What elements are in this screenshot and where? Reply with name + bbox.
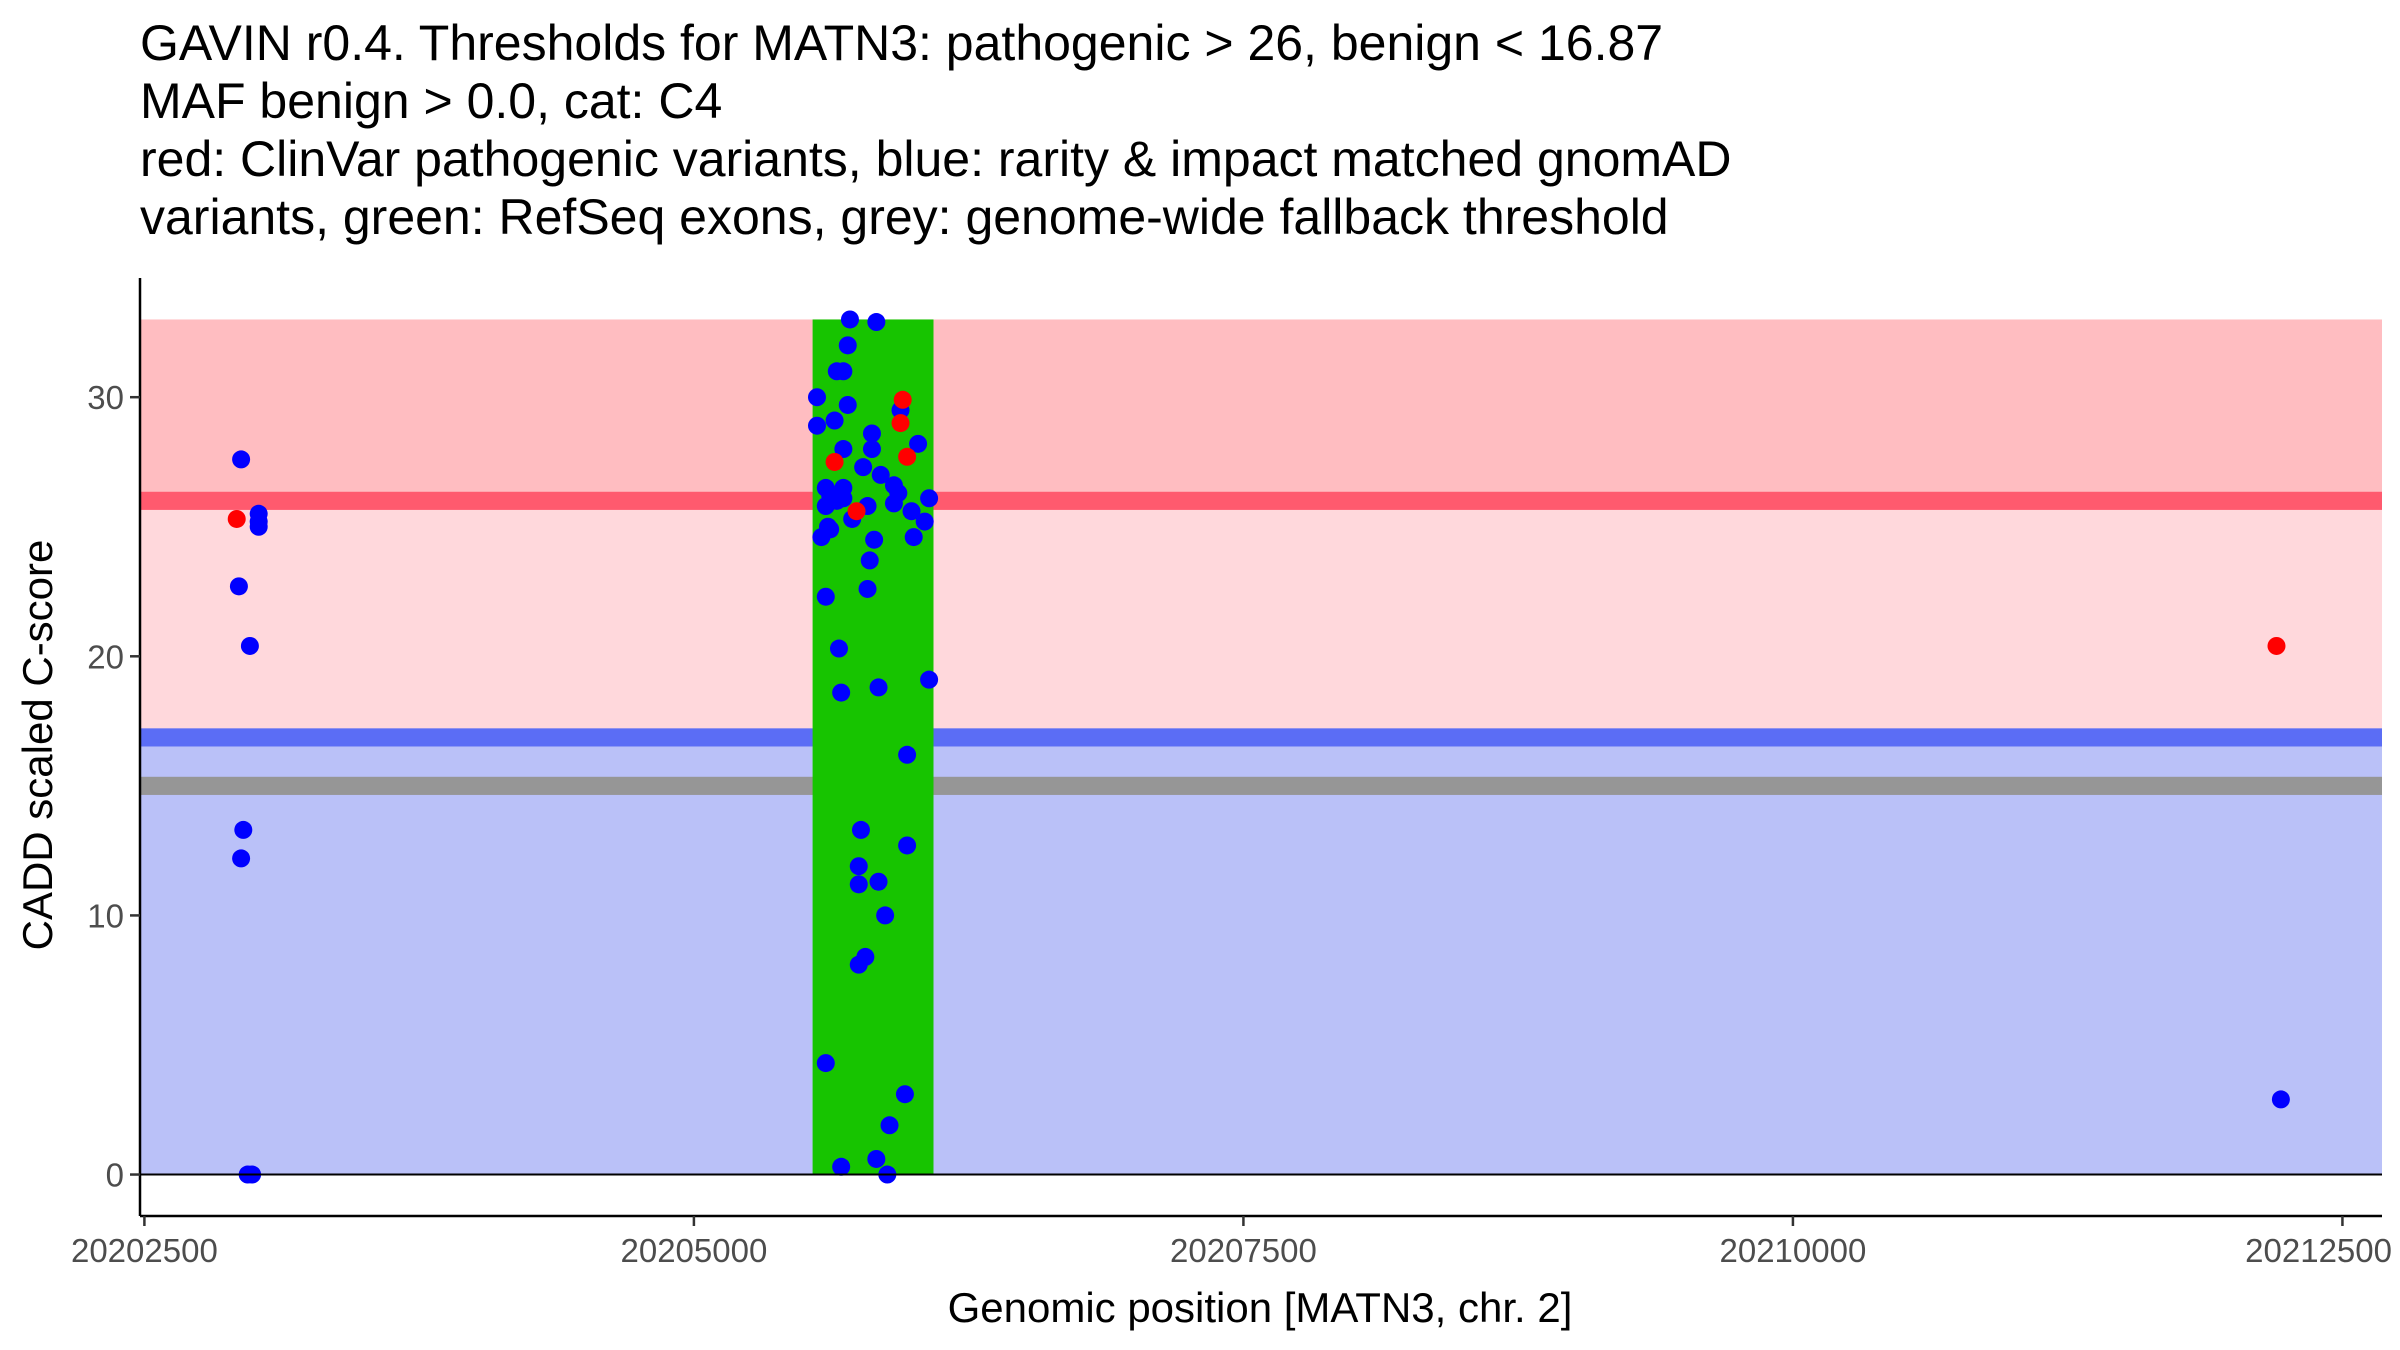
gnomad-point [232, 849, 251, 868]
x-tick-label: 20210000 [1720, 1232, 1867, 1269]
x-tick-label: 20202500 [71, 1232, 218, 1269]
title-line-3: red: ClinVar pathogenic variants, blue: … [140, 131, 1732, 187]
gnomad-point [849, 857, 868, 876]
gnomad-point [232, 450, 251, 469]
benign-zone-band [140, 737, 2382, 1175]
gnomad-point [915, 512, 934, 531]
gnomad-point [821, 520, 840, 539]
gnomad-point [834, 489, 853, 508]
gnomad-point [832, 683, 851, 702]
vus-zone-band [140, 500, 2382, 738]
gnomad-point [249, 517, 268, 536]
gnomad-point [840, 310, 859, 329]
axes: 0 10 20 30 20202500 20205000 20207500 20210000 2… [71, 278, 2392, 1269]
y-tick-label: 10 [87, 897, 124, 934]
gnomad-point [902, 502, 921, 521]
gnomad-point [851, 820, 870, 839]
gnomad-point [862, 424, 881, 443]
y-tick-label: 20 [87, 638, 124, 675]
gnomad-point [807, 388, 826, 407]
gnomad-point [860, 551, 879, 570]
clinvar-point [891, 414, 910, 433]
gnomad-point [849, 875, 868, 894]
gnomad-point [867, 1149, 886, 1168]
chart-title: GAVIN r0.4. Thresholds for MATN3: pathog… [140, 14, 1731, 246]
threshold-lines [140, 491, 2382, 795]
clinvar-point [825, 452, 844, 471]
gnomad-point [862, 440, 881, 459]
clinvar-point [893, 390, 912, 409]
y-tick-label: 0 [106, 1157, 124, 1194]
gnomad-point [829, 639, 848, 658]
x-tick-label: 20212500 [2245, 1232, 2392, 1269]
gnomad-point [234, 820, 253, 839]
gnomad-point [895, 1085, 914, 1104]
gnomad-point [904, 528, 923, 547]
gnomad-point [867, 313, 886, 332]
y-axis-label: CADD scaled C-score [14, 540, 61, 951]
gnomad-point [825, 411, 844, 430]
clinvar-point [847, 502, 866, 521]
gnomad-point [2271, 1090, 2290, 1109]
clinvar-point [898, 447, 917, 466]
x-tick-label: 20207500 [1170, 1232, 1317, 1269]
gnomad-point [807, 416, 826, 435]
gnomad-point [834, 440, 853, 459]
gnomad-point [876, 906, 895, 925]
gnomad-point [871, 465, 890, 484]
title-line-4: variants, green: RefSeq exons, grey: gen… [140, 189, 1669, 245]
gnomad-point [816, 1054, 835, 1073]
fallback-threshold-line [140, 776, 2382, 795]
gnomad-point [240, 636, 259, 655]
gnomad-point [869, 872, 888, 891]
gnomad-point [838, 336, 857, 355]
gnomad-point [834, 362, 853, 381]
gnomad-point [869, 678, 888, 697]
gnomad-point [229, 577, 248, 596]
gnomad-point [920, 670, 939, 689]
clinvar-point [227, 509, 246, 528]
gnomad-point [858, 579, 877, 598]
x-axis-label: Genomic position [MATN3, chr. 2] [948, 1284, 1573, 1331]
gnomad-point [898, 836, 917, 855]
clinvar-point [2267, 636, 2286, 655]
gnomad-point [865, 530, 884, 549]
gnomad-point [880, 1116, 899, 1135]
data-points [227, 310, 2290, 1184]
gnomad-point [854, 458, 873, 477]
benign-threshold-line [140, 728, 2382, 747]
title-line-2: MAF benign > 0.0, cat: C4 [140, 73, 723, 129]
pathogenic-threshold-line [140, 491, 2382, 510]
gnomad-point [832, 1157, 851, 1176]
gnomad-point [920, 489, 939, 508]
x-tick-label: 20205000 [620, 1232, 767, 1269]
gnomad-point [889, 484, 908, 503]
gnomad-point [856, 947, 875, 966]
title-line-1: GAVIN r0.4. Thresholds for MATN3: pathog… [140, 15, 1664, 71]
gnomad-point [909, 434, 928, 453]
threshold-zones [140, 319, 2382, 1175]
gnomad-point [898, 745, 917, 764]
gnomad-point [816, 587, 835, 606]
y-tick-label: 30 [87, 379, 124, 416]
pathogenic-zone-band [140, 319, 2382, 501]
gnomad-point [838, 395, 857, 414]
